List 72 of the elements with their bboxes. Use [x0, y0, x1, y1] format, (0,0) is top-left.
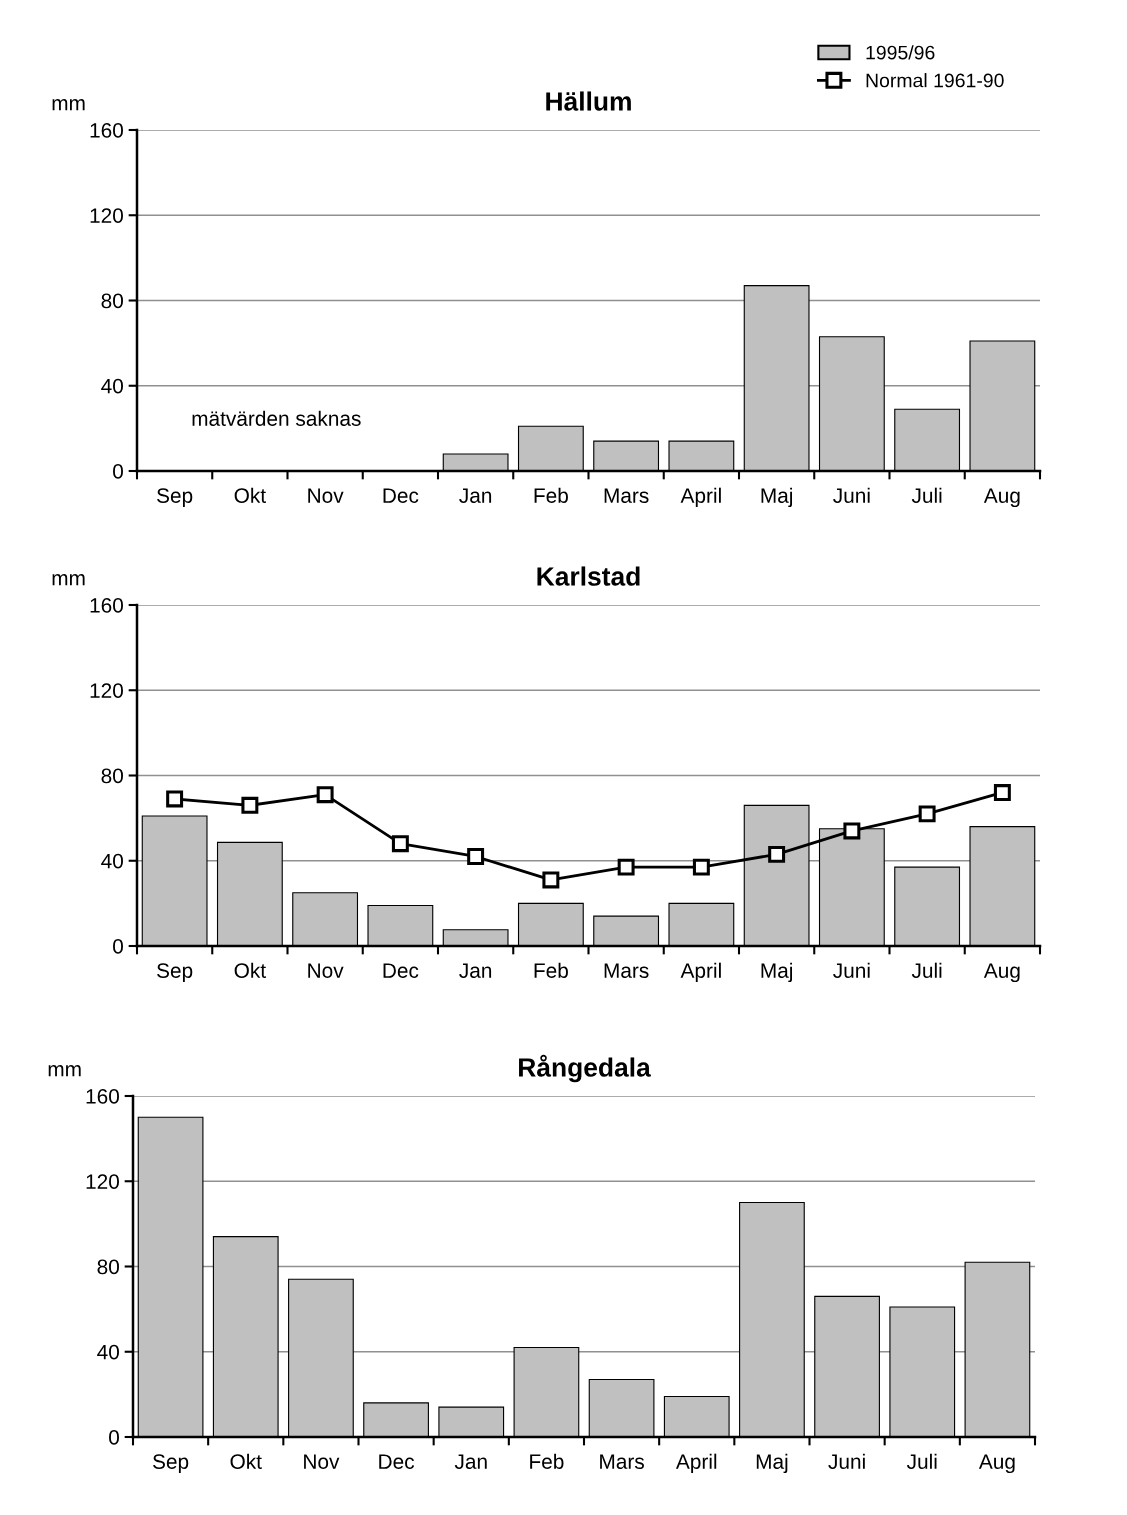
x-tick-label: Dec [383, 963, 419, 978]
x-tick-label: Sep [153, 1454, 189, 1474]
x-tick-label: Aug [983, 963, 1020, 983]
x-tick-label: Maj [756, 1453, 788, 1474]
x-tick-label: Juli [911, 962, 942, 978]
x-tick-label: Mars [604, 963, 649, 978]
point [692, 858, 710, 876]
x-tick-label: Juni [828, 1453, 865, 1469]
x-tick-label: Juni [833, 487, 870, 503]
chart-title: Karlstad [537, 566, 640, 586]
y-tick-label: 120 [90, 683, 123, 698]
x-tick-label: Sep [157, 963, 193, 983]
x-tick-label: Jan [459, 488, 492, 503]
x-tick-label: Mars [600, 1454, 644, 1469]
y-tick-label: 80 [101, 293, 123, 309]
y-axis-title: mm [52, 574, 85, 586]
point [617, 858, 635, 876]
point [391, 835, 409, 853]
x-tick-label: Aug [983, 488, 1020, 508]
point [768, 845, 786, 863]
x-tick-label: April [680, 487, 721, 508]
x-tick-label: Maj [761, 962, 793, 983]
y-tick-label: 80 [101, 768, 123, 784]
x-tick-label: Mars [604, 488, 649, 503]
x-tick-label: Feb [534, 487, 568, 503]
x-tick-label: Okt [230, 1453, 262, 1469]
y-tick-label: 80 [97, 1259, 119, 1275]
x-tick-label: Juli [906, 1453, 937, 1469]
point [843, 822, 861, 840]
y-tick-label: 40 [97, 1344, 119, 1360]
x-tick-label: Jan [459, 963, 492, 978]
point [316, 786, 334, 804]
chart-title: Hällum [546, 91, 631, 111]
point [467, 848, 485, 865]
y-tick-label: 40 [101, 378, 123, 394]
y-tick-label: 160 [86, 1089, 119, 1104]
x-tick-label: Juni [833, 962, 870, 978]
legend-label: Normal 1961-90 [866, 73, 1004, 88]
annotation: mätvärden saknas [192, 410, 361, 426]
x-tick-label: Jan [454, 1454, 487, 1469]
y-axis-title: mm [48, 1065, 81, 1077]
point [542, 871, 560, 889]
chart-title: Rångedala [519, 1054, 651, 1083]
x-tick-label: Feb [534, 962, 568, 978]
x-tick-label: April [675, 1453, 717, 1474]
x-tick-label: Dec [383, 488, 419, 503]
x-tick-label: Okt [234, 962, 266, 978]
x-tick-label: Okt [234, 487, 266, 503]
x-tick-label: Juli [911, 487, 942, 503]
point [166, 790, 184, 808]
point [993, 784, 1011, 802]
x-tick-label: Feb [530, 1453, 564, 1469]
point [241, 796, 259, 814]
y-tick-label: 120 [90, 208, 123, 223]
y-tick-label: 160 [90, 123, 123, 138]
x-tick-label: Sep [157, 488, 193, 508]
y-tick-label: 160 [90, 598, 123, 613]
x-tick-label: Aug [978, 1454, 1015, 1474]
point [918, 805, 936, 823]
x-tick-label: April [680, 962, 721, 983]
x-tick-label: Nov [308, 488, 344, 503]
y-tick-label: 120 [86, 1174, 119, 1189]
y-tick-label: 0 [109, 1430, 119, 1445]
x-tick-label: Nov [308, 963, 344, 978]
y-tick-label: 40 [101, 853, 123, 869]
y-tick-label: 0 [113, 939, 123, 954]
y-tick-label: 0 [113, 464, 123, 479]
y-axis-title: mm [52, 99, 85, 111]
x-tick-label: Maj [761, 487, 793, 508]
legend-label: 1995/96 [866, 45, 935, 60]
x-tick-label: Dec [379, 1454, 415, 1469]
x-tick-label: Nov [304, 1454, 340, 1469]
